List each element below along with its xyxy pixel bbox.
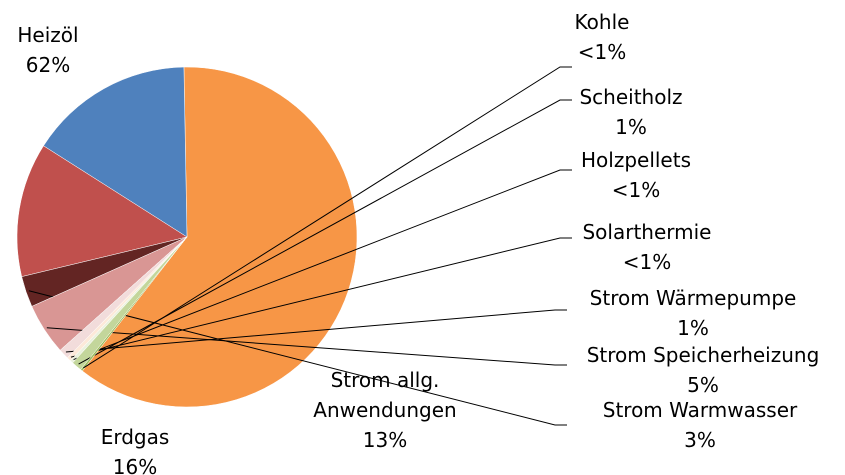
pie-slice xyxy=(16,145,188,277)
slice-value: 62% xyxy=(25,53,71,77)
slice-name: Holzpellets xyxy=(580,148,691,172)
leader-line xyxy=(70,237,572,358)
slice-name: Strom Warmwasser xyxy=(602,398,798,422)
slice-name: Strom Wärmepumpe xyxy=(589,286,797,310)
data-label: Erdgas 16% xyxy=(75,422,195,475)
slice-value: 5% xyxy=(687,373,719,397)
slice-value: 1% xyxy=(677,316,709,340)
slice-name: Scheitholz xyxy=(579,85,683,109)
slice-name: Strom allg. Anwendungen xyxy=(313,368,457,422)
leader-line xyxy=(78,99,572,365)
slice-value: 1% xyxy=(615,115,647,139)
slice-name: Strom Speicherheizung xyxy=(586,343,820,367)
pie-slice xyxy=(80,236,188,372)
data-label: Solarthermie <1% xyxy=(567,217,727,277)
data-label: Scheitholz 1% xyxy=(566,82,696,142)
data-label: Strom Wärmepumpe 1% xyxy=(558,283,828,343)
data-label: Kohle <1% xyxy=(562,7,642,67)
pie-slice xyxy=(43,66,188,238)
leader-line xyxy=(73,169,572,361)
data-label: Strom Warmwasser 3% xyxy=(560,395,840,455)
slice-name: Erdgas xyxy=(100,425,170,449)
slice-name: Heizöl xyxy=(17,23,79,47)
slice-name: Solarthermie xyxy=(582,220,712,244)
slice-value: <1% xyxy=(622,250,672,274)
data-label: Heizöl 62% xyxy=(0,20,108,80)
slice-value: <1% xyxy=(611,178,661,202)
data-label: Holzpellets <1% xyxy=(566,145,706,205)
leader-line xyxy=(28,290,567,426)
slice-value: 16% xyxy=(112,455,158,475)
slice-value: 13% xyxy=(362,428,408,452)
data-label: Strom Speicherheizung 5% xyxy=(558,340,845,400)
leader-line xyxy=(83,66,572,369)
leader-line xyxy=(65,309,567,353)
slice-name: Kohle xyxy=(574,10,630,34)
leader-line xyxy=(46,327,567,366)
data-label: Strom allg. Anwendungen 13% xyxy=(295,365,475,455)
slice-value: <1% xyxy=(577,40,627,64)
slice-value: 3% xyxy=(684,428,716,452)
